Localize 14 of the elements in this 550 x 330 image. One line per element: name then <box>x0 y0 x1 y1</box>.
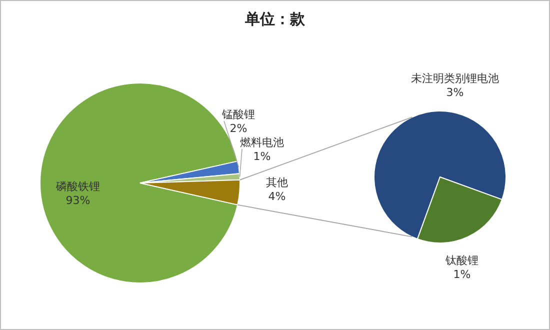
slice-label: 燃料电池 <box>240 136 284 149</box>
data-label: 4% <box>268 190 286 203</box>
slice-label: 钛酸锂 <box>444 254 478 267</box>
slice-label: 磷酸铁锂 <box>55 180 100 193</box>
data-label: 1% <box>453 268 471 281</box>
chart-title: 单位：款 <box>244 10 306 28</box>
data-label: 3% <box>446 86 464 99</box>
slice-label: 未注明类别锂电池 <box>411 72 499 85</box>
data-label: 1% <box>253 150 271 163</box>
data-label: 2% <box>230 122 248 135</box>
data-label: 93% <box>66 194 90 207</box>
slice-label: 其他 <box>266 176 288 189</box>
pie-slice <box>374 110 506 240</box>
slice-label: 锰酸锂 <box>221 108 255 121</box>
